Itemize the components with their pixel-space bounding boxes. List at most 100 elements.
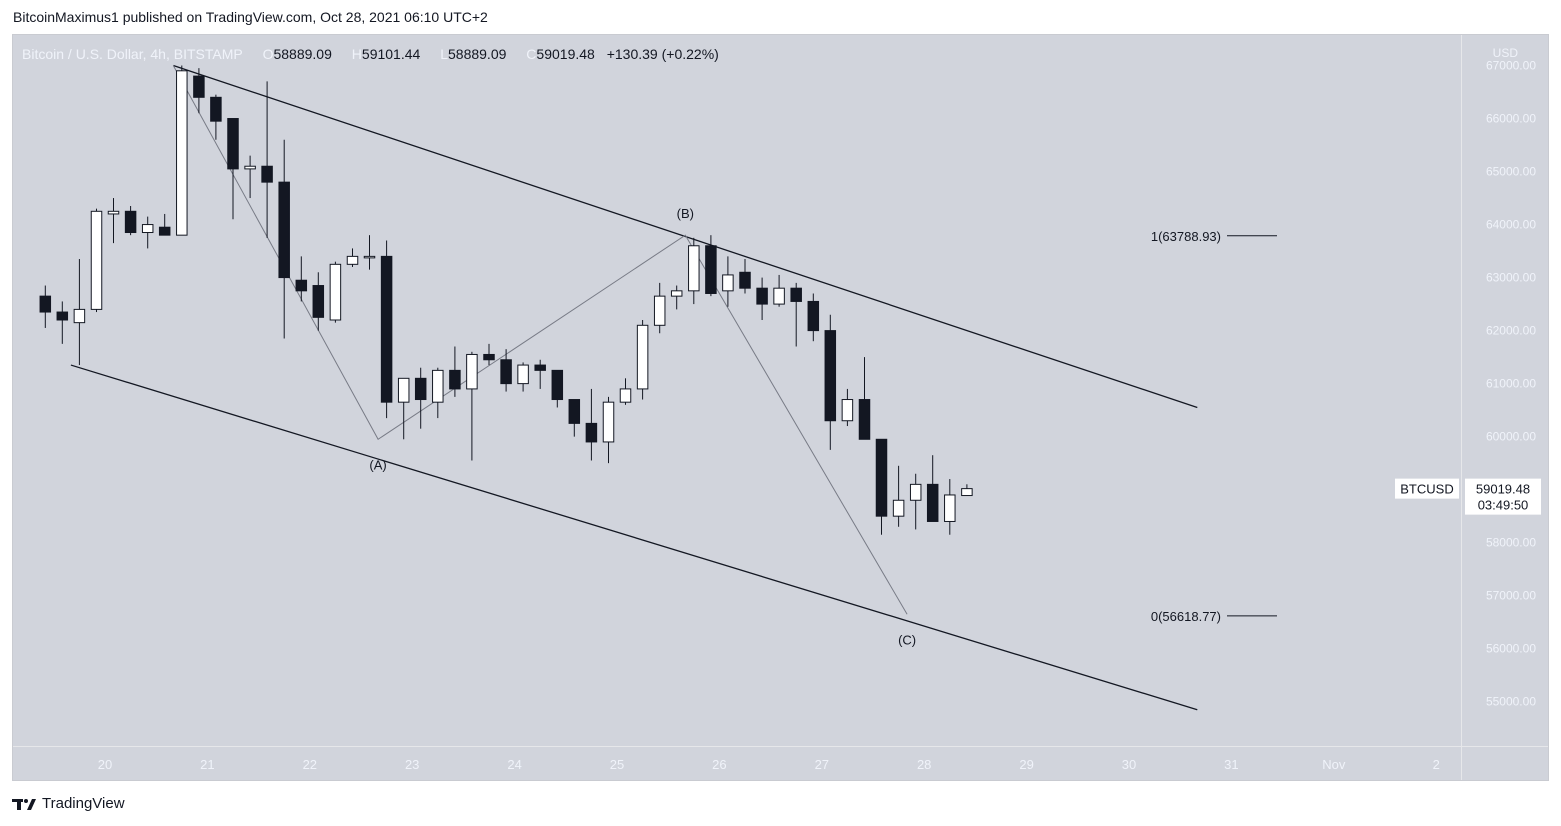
candle: [585, 388, 598, 461]
wave-labels: (A) (B) (C): [369, 206, 916, 647]
candle: [278, 139, 290, 339]
time-axis[interactable]: [13, 746, 1461, 780]
time-tick: 31: [1224, 757, 1238, 772]
time-tick: 20: [98, 757, 112, 772]
time-tick: 30: [1122, 757, 1136, 772]
candle: [414, 367, 427, 429]
candle: [500, 349, 512, 392]
candle: [568, 399, 581, 437]
candle: [56, 301, 69, 344]
candle-body: [346, 255, 359, 265]
candle: [705, 235, 717, 297]
currency-label: USD: [1493, 46, 1519, 60]
candle-body: [688, 245, 700, 292]
channel-line: [173, 64, 1198, 409]
time-tick: 21: [200, 757, 214, 772]
legend-symbol: Bitcoin / U.S. Dollar, 4h, BITSTAMP: [22, 46, 243, 62]
price-tick: 55000.00: [1486, 695, 1536, 709]
legend-close: 59019.48: [536, 46, 595, 62]
candle: [244, 155, 256, 199]
candle-body: [790, 287, 802, 302]
candle: [517, 362, 529, 392]
candle-body: [705, 245, 717, 294]
candle: [90, 208, 103, 313]
candle: [756, 277, 768, 320]
candle-body: [124, 210, 137, 234]
candle-body: [329, 263, 342, 321]
last-price-badge: [1465, 478, 1541, 515]
candle-body: [568, 399, 581, 424]
price-axis[interactable]: [1461, 35, 1548, 746]
candle: [397, 377, 410, 440]
candle-body: [176, 70, 188, 236]
candle-body: [961, 488, 973, 497]
tradingview-logo-icon: [12, 798, 36, 810]
candle: [688, 237, 700, 305]
legend-close-label: C: [526, 46, 537, 62]
candle-body: [824, 330, 837, 422]
candle-body: [756, 287, 768, 305]
candle: [636, 319, 649, 400]
price-tick: 57000.00: [1486, 589, 1536, 603]
candle-body: [534, 364, 546, 371]
chart-plot-area[interactable]: [13, 35, 1461, 746]
candle: [944, 479, 956, 535]
candle-body: [261, 165, 273, 183]
candle-body: [944, 494, 956, 522]
candle: [619, 378, 632, 405]
fib-label: 0(56618.77): [1151, 609, 1221, 624]
candle: [73, 259, 86, 366]
candle: [483, 343, 495, 366]
candle-body: [875, 438, 888, 517]
symbol-badge: [1395, 478, 1459, 499]
time-tick: 26: [712, 757, 726, 772]
candle-body: [483, 353, 495, 361]
candle: [875, 438, 888, 535]
candle: [449, 346, 461, 397]
legend-open-label: O: [262, 46, 274, 62]
candle-body: [585, 422, 598, 443]
legend-low: 58889.09: [448, 46, 507, 62]
candle-body: [466, 353, 478, 390]
fib-levels: 1(63788.93) 0(56618.77): [1151, 229, 1277, 624]
time-tick: 23: [405, 757, 419, 772]
candle-body: [926, 483, 939, 522]
candle: [961, 484, 973, 497]
time-tick: 24: [507, 757, 521, 772]
tradingview-footer[interactable]: TradingView: [12, 795, 125, 812]
candle: [790, 282, 802, 347]
candle: [158, 213, 171, 236]
price-tick: 60000.00: [1486, 430, 1536, 444]
candle: [551, 369, 564, 408]
candle-body: [158, 226, 171, 236]
candle-body: [107, 210, 120, 215]
price-tick: 65000.00: [1486, 165, 1536, 179]
chart-legend: Bitcoin / U.S. Dollar, 4h, BITSTAMP O 588…: [22, 46, 721, 62]
candle-body: [244, 165, 256, 170]
candle-body: [602, 401, 615, 443]
last-price-text: 59019.48: [1476, 482, 1530, 497]
candle-body: [909, 483, 922, 501]
countdown-text: 03:49:50: [1478, 498, 1529, 513]
candle-body: [449, 369, 461, 390]
candle-body: [380, 255, 393, 403]
symbol-badge-text: BTCUSD: [1400, 482, 1453, 497]
candle: [107, 198, 120, 244]
tradingview-brand: TradingView: [42, 795, 125, 812]
candle: [892, 465, 905, 527]
candle: [346, 248, 359, 267]
wave-path: [172, 65, 908, 615]
candle-body: [312, 285, 325, 318]
candle-body: [892, 499, 905, 517]
candle-body: [619, 388, 632, 403]
candle: [380, 240, 393, 419]
time-tick: Nov: [1322, 757, 1346, 772]
legend-high: 59101.44: [361, 46, 421, 62]
legend-change: +130.39 (+0.22%): [606, 46, 719, 62]
legend-low-label: L: [440, 46, 448, 62]
candle: [193, 68, 205, 114]
candle-body: [193, 75, 205, 98]
candle: [909, 473, 922, 530]
